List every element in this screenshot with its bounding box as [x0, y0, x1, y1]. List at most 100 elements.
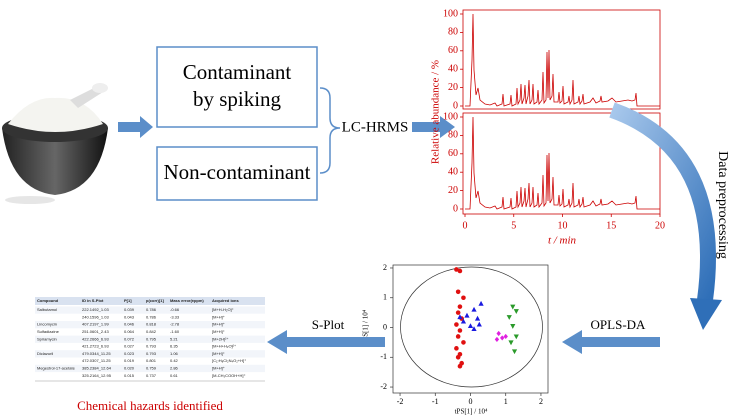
table-header: ID in S-Plot [82, 298, 104, 303]
x-tick-label: 10 [558, 220, 568, 231]
table-cell: Salbutamol [37, 307, 57, 312]
y-tick-label: 60 [448, 45, 458, 56]
table-row-bg [35, 350, 265, 358]
bracket [319, 87, 341, 174]
y-tick-label: 1 [383, 293, 387, 302]
table-cell: [M+H]⁺ [212, 322, 225, 327]
table-cell: 407.2197_1.99 [82, 322, 109, 327]
arrow [118, 116, 153, 138]
table-cell: 0.842 [146, 329, 157, 334]
results-table: Compound ID in S-Plot P[1] p(corr)[1] Mass e… [35, 297, 265, 382]
table-cell: 222.1492_1.03 [82, 307, 109, 312]
x-tick-label: 5 [511, 220, 516, 231]
point [457, 268, 463, 274]
table-cell: 0.015 [124, 373, 135, 378]
table-header: p(corr)[1] [146, 298, 164, 303]
y-tick-label: 100 [443, 8, 458, 19]
point [457, 314, 463, 320]
point [460, 318, 467, 324]
y-tick-label: 80 [448, 27, 458, 38]
x-tick-label: 1 [504, 397, 508, 406]
table-cell: 0.027 [124, 344, 135, 349]
table-cell: 0.046 [124, 322, 135, 327]
table-cell: [C₁₇H₈Cl₂N₄O₂+H]⁺ [212, 358, 246, 363]
x-tick-label: 15 [606, 220, 616, 231]
table-row-bg [35, 321, 265, 329]
table-cell: 421.2723_6.93 [82, 344, 109, 349]
result-label: Chemical hazards identified [77, 398, 223, 413]
table-cell: 0.818 [146, 322, 157, 327]
point [471, 326, 477, 331]
box-text: Contaminant [183, 60, 292, 84]
table-cell: 422.2666_6.93 [82, 336, 109, 341]
table-cell: [M+H]⁺ [212, 351, 225, 356]
x-tick-label: 2 [539, 397, 543, 406]
point [464, 312, 470, 318]
table-cell: [M+2H]²⁺ [212, 336, 228, 341]
method-label: OPLS-DA [591, 317, 647, 332]
table-cell: [M-CH₃COOH+H]⁺ [212, 373, 246, 378]
y-tick-label: -1 [380, 352, 387, 361]
table-cell: 251.0601_2.43 [82, 329, 109, 334]
table-cell: 6.35 [170, 344, 179, 349]
technique-label: LC-HRMS [342, 119, 409, 135]
point [457, 363, 463, 369]
point [457, 304, 463, 309]
table-cell: 0.759 [146, 365, 157, 370]
table-cell: 5.21 [170, 336, 179, 341]
y-tick-label: 20 [448, 185, 458, 196]
point [513, 334, 519, 340]
x-tick-label: -2 [397, 397, 404, 406]
y-tick-label: 20 [448, 82, 458, 93]
table-cell: [M+H-H₂O]⁺ [212, 307, 234, 312]
table-cell: Spiramycin [37, 336, 57, 341]
point [510, 304, 516, 310]
table-cell: 0.043 [124, 314, 135, 319]
point [467, 323, 474, 329]
table-cell: Lincomycin [37, 322, 57, 327]
box: Contaminant by spiking [156, 46, 318, 128]
chromatogram [462, 9, 661, 215]
point [508, 340, 514, 346]
box-text: by spiking [193, 87, 282, 111]
table-cell: 385.2384_12.64 [82, 365, 112, 370]
score-plot [392, 264, 549, 394]
table-cell: 0.793 [146, 344, 157, 349]
table-cell: 0.61 [170, 373, 179, 378]
point [474, 315, 481, 321]
table-cell: 240.1596_1.03 [82, 314, 109, 319]
table-row-bg [35, 306, 265, 314]
table-cell: 0.072 [124, 336, 135, 341]
table-header: Acquired ions [212, 298, 239, 303]
table-header: P[1] [124, 298, 132, 303]
table-cell: 0.795 [146, 336, 157, 341]
point [457, 328, 463, 333]
table-cell: 325.2164_12.95 [82, 373, 112, 378]
box-text: Non-contaminant [164, 160, 311, 184]
point [454, 346, 459, 351]
point [506, 315, 512, 320]
point [513, 309, 519, 314]
table-cell: [M+H]⁺ [212, 365, 225, 370]
table-cell: Diclazuril [37, 351, 53, 356]
point [455, 310, 461, 315]
y-tick-label: 0 [453, 100, 458, 111]
table-cell: 479.0344_11.25 [82, 351, 111, 356]
point [455, 354, 461, 360]
table-cell: [M+H+H₂O]²⁺ [212, 344, 236, 349]
table-cell: Sulfadiazine [37, 329, 60, 334]
table-header: Mass error(±ppm) [170, 298, 204, 303]
arrow [562, 330, 660, 354]
step-label: Data preprocessing [715, 151, 730, 259]
point [461, 295, 466, 301]
axis-label: toPS[1] / 10⁴ [362, 309, 370, 346]
table-cell: 0.737 [146, 373, 157, 378]
table-cell: Megestrol-17-acetate [37, 365, 76, 370]
curved-arrow [609, 102, 722, 330]
y-tick-label: 40 [448, 166, 458, 177]
point [496, 330, 501, 337]
table-header: Compound [37, 298, 59, 303]
table-cell: [M+H]⁺ [212, 329, 225, 334]
